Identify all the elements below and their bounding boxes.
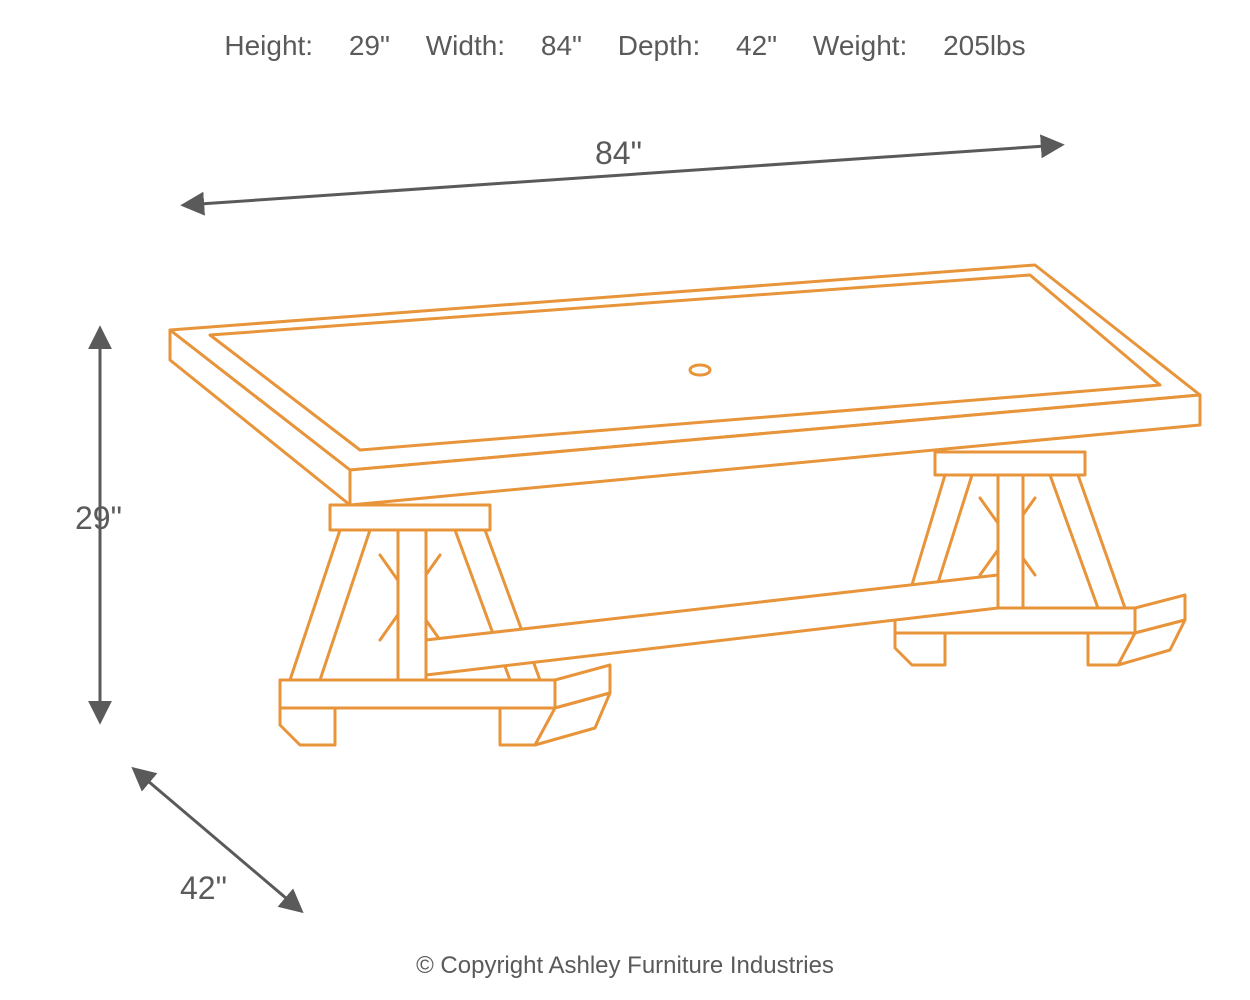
diagram-container: Height: 29" Width: 84" Depth: 42" Weight… [0, 0, 1250, 1000]
table-outline [170, 265, 1200, 745]
table-drawing [0, 0, 1250, 1000]
depth-arrow [135, 770, 300, 910]
right-leg [895, 452, 1185, 665]
copyright-text: © Copyright Ashley Furniture Industries [0, 952, 1250, 980]
width-arrow [185, 145, 1060, 205]
